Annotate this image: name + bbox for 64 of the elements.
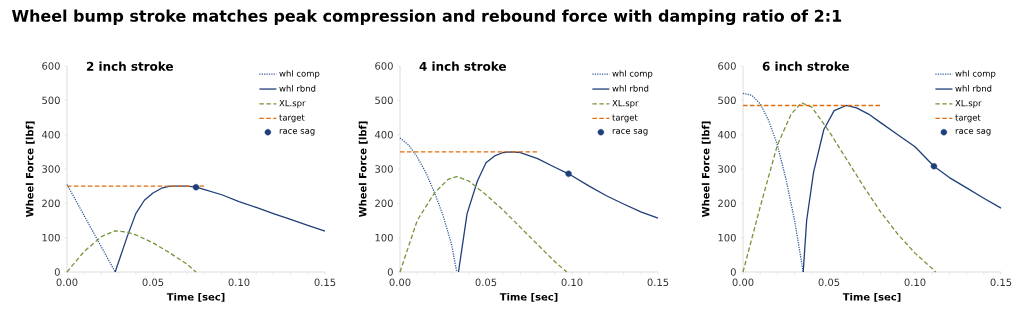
y-tick-label: 600 [375, 62, 393, 70]
x-axis-title: Time [sec] [166, 292, 225, 302]
legend-label: race sag [279, 129, 315, 136]
chart-subtitle: 2 inch stroke [86, 61, 173, 71]
x-tick-label: 0.15 [314, 278, 336, 287]
x-axis-title: Time [sec] [499, 292, 558, 302]
x-tick-label: 0.05 [818, 278, 840, 287]
chart-subtitle: 6 inch stroke [762, 61, 849, 71]
legend-label: XL.spr [279, 99, 306, 108]
x-axis-title: Time [sec] [842, 292, 901, 302]
line-series [399, 175, 568, 273]
line-series [742, 102, 937, 273]
legend-label: XL.spr [612, 99, 639, 108]
line-series [742, 92, 804, 273]
legend-label: whl rbnd [955, 85, 992, 92]
legend-label: target [612, 114, 638, 123]
line-series [457, 151, 659, 273]
text: Wheel bump stroke matches peak compression and rebound force with damping ratio of 2:1 [11, 9, 842, 26]
y-axis-title: Wheel Force [lbf] [701, 121, 711, 218]
legend-label: whl rbnd [612, 85, 649, 92]
y-tick-label: 300 [42, 165, 60, 173]
legend-label: target [955, 114, 981, 123]
x-tick-label: 0.00 [732, 278, 754, 287]
y-tick-label: 0 [730, 268, 736, 276]
x-tick-label: 0.15 [647, 278, 669, 287]
y-tick-label: 300 [375, 165, 393, 173]
y-tick-label: 100 [42, 233, 60, 242]
y-axis-title: Wheel Force [lbf] [25, 121, 35, 218]
legend-label: whl comp [955, 70, 996, 79]
y-tick-label: 400 [717, 130, 736, 139]
x-tick-label: 0.05 [142, 278, 164, 287]
x-tick-label: 0.10 [904, 278, 926, 287]
legend-label: whl rbnd [279, 85, 316, 92]
y-tick-label: 200 [375, 199, 393, 208]
y-tick-label: 600 [42, 62, 60, 70]
y-tick-label: 100 [718, 233, 736, 242]
line-series [399, 137, 458, 273]
y-tick-label: 600 [718, 62, 736, 70]
line-series [66, 230, 197, 273]
x-tick-label: 0.05 [475, 278, 497, 287]
y-tick-label: 500 [375, 96, 393, 105]
x-tick-label: 0.10 [228, 278, 250, 287]
legend-label: whl comp [612, 70, 653, 79]
y-tick-label: 500 [42, 96, 60, 105]
legend-label: race sag [612, 129, 648, 136]
chart-subtitle: 4 inch stroke [419, 61, 506, 71]
y-tick-label: 200 [42, 199, 60, 208]
legend-label: target [279, 114, 305, 123]
y-tick-label: 0 [387, 268, 393, 276]
legend-label: whl comp [279, 70, 320, 79]
y-axis-title: Wheel Force [lbf] [358, 121, 368, 218]
x-tick-label: 0.00 [56, 278, 78, 287]
x-tick-label: 0.15 [990, 278, 1012, 287]
legend-label: XL.spr [955, 99, 982, 108]
y-tick-label: 300 [718, 165, 736, 173]
y-tick-label: 400 [374, 130, 393, 139]
x-tick-label: 0.00 [389, 278, 411, 287]
y-tick-label: 400 [41, 130, 60, 139]
y-tick-label: 0 [54, 268, 60, 276]
y-tick-label: 100 [375, 233, 393, 242]
x-tick-label: 0.10 [561, 278, 583, 287]
y-tick-label: 500 [718, 96, 736, 105]
legend-label: race sag [955, 129, 991, 136]
y-tick-label: 200 [718, 199, 736, 208]
